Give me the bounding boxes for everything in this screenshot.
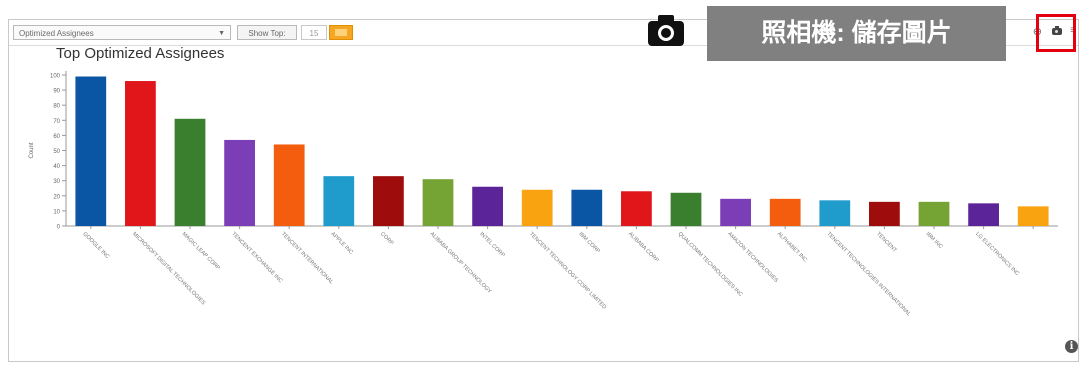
x-tick-label: LG ELECTRONICS INC bbox=[974, 231, 1020, 277]
apply-button[interactable] bbox=[329, 25, 353, 40]
camera-icon bbox=[646, 12, 686, 53]
bar bbox=[869, 201, 900, 226]
bar bbox=[968, 203, 999, 226]
bar bbox=[422, 179, 454, 226]
x-tick-label: ALIBABA GROUP TECHNOLOGY bbox=[429, 231, 493, 295]
bar bbox=[174, 118, 206, 226]
callout-label: 照相機: 儲存圖片 bbox=[707, 6, 1006, 61]
y-tick-label: 70 bbox=[53, 119, 60, 125]
x-tick-label: INTEL CORP bbox=[478, 231, 506, 259]
bar bbox=[1017, 206, 1049, 226]
chart-toolbar: Optimized Assignees ▼ Show Top: 15 ⊖ ≡ bbox=[9, 20, 1078, 46]
x-tick-label: IBM INC bbox=[925, 231, 944, 250]
bar bbox=[521, 189, 553, 226]
y-tick-label: 20 bbox=[53, 194, 60, 200]
show-top-input[interactable]: 15 bbox=[301, 25, 327, 40]
y-tick-label: 80 bbox=[53, 104, 60, 110]
x-tick-label: TENCENT TECHNOLOGY CORP LIMITED bbox=[528, 231, 607, 310]
chart-title: Top Optimized Assignees bbox=[56, 45, 225, 62]
camera-icon[interactable] bbox=[1052, 26, 1062, 35]
bar bbox=[571, 189, 603, 226]
y-tick-label: 40 bbox=[53, 164, 60, 170]
y-tick-label: 0 bbox=[57, 225, 61, 231]
dropdown-value: Optimized Assignees bbox=[19, 29, 94, 38]
bar bbox=[918, 201, 950, 226]
bar bbox=[769, 198, 801, 226]
bar bbox=[273, 144, 305, 226]
x-tick-label: AMAZON TECHNOLOGIES bbox=[726, 231, 779, 284]
bar bbox=[720, 198, 751, 226]
y-tick-label: 50 bbox=[53, 149, 60, 155]
bar bbox=[472, 186, 503, 226]
y-tick-label: 100 bbox=[50, 74, 61, 80]
x-tick-label: TENCENT TECHNOLOGIES INTERNATIONAL bbox=[825, 231, 911, 317]
bar bbox=[670, 192, 702, 226]
x-tick-label: APPLE INC bbox=[329, 231, 354, 256]
y-tick-label: 90 bbox=[53, 89, 60, 95]
assignee-type-dropdown[interactable]: Optimized Assignees ▼ bbox=[13, 25, 231, 40]
bar bbox=[323, 176, 355, 226]
y-tick-label: 10 bbox=[53, 209, 60, 215]
bar bbox=[75, 76, 107, 226]
bar bbox=[373, 176, 404, 226]
x-tick-label: GOOGLE INC bbox=[81, 231, 110, 260]
bar bbox=[125, 81, 156, 226]
y-tick-label: 60 bbox=[53, 134, 60, 140]
x-tick-label: ALIBABA CORP bbox=[627, 231, 660, 264]
bar bbox=[224, 139, 255, 226]
camera-button-highlight bbox=[1036, 14, 1076, 52]
x-tick-label: TENCENT bbox=[875, 231, 898, 254]
info-icon[interactable]: i bbox=[1065, 340, 1078, 353]
bar bbox=[621, 191, 652, 226]
y-tick-label: 30 bbox=[53, 179, 60, 185]
x-tick-label: IBM CORP bbox=[577, 231, 601, 255]
x-tick-label: MAGIC LEAP CORP bbox=[181, 231, 221, 271]
chevron-down-icon: ▼ bbox=[218, 30, 225, 37]
x-tick-label: ALPHABET INC bbox=[776, 231, 808, 263]
apply-button-icon bbox=[335, 29, 347, 36]
show-top-label: Show Top: bbox=[237, 25, 297, 40]
x-tick-label: TENCENT INTERNATIONAL bbox=[280, 231, 334, 285]
x-tick-label: TENCENT EXCHANGE INC bbox=[230, 231, 283, 284]
y-axis-label: Count bbox=[29, 142, 35, 158]
x-tick-label: CORP bbox=[379, 231, 395, 247]
bar bbox=[819, 200, 851, 226]
